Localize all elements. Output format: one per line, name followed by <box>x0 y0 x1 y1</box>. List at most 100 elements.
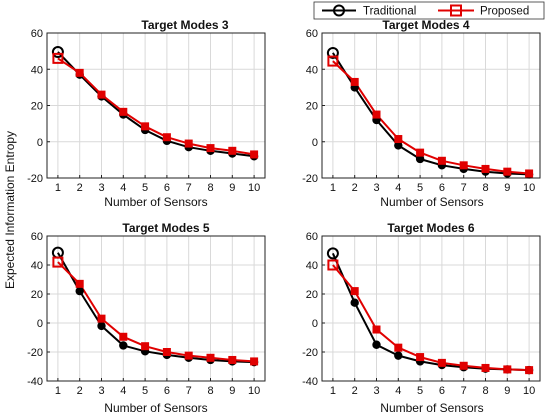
data-point-proposed <box>503 365 512 374</box>
x-tick-label: 5 <box>417 182 423 194</box>
data-point-proposed <box>327 259 339 271</box>
data-point-proposed <box>437 358 446 367</box>
data-point-proposed <box>416 353 425 362</box>
x-tick-label: 6 <box>439 385 445 397</box>
y-tick-label: 60 <box>306 28 318 40</box>
data-point-proposed <box>350 287 359 296</box>
y-tick-label: -40 <box>27 376 43 388</box>
x-tick-label: 6 <box>164 385 170 397</box>
data-point-proposed <box>525 366 534 375</box>
x-tick-label: 9 <box>229 385 235 397</box>
data-point-proposed <box>503 167 512 176</box>
data-point-proposed <box>228 355 237 364</box>
data-point-proposed <box>75 279 84 288</box>
plot-frame <box>46 235 266 382</box>
data-point-traditional <box>326 247 339 260</box>
chart-panel-3: 1 2 3 4 5 6 7 8 9 10 -40 -20 0 20 40 60 Target Modes 5 Nu… <box>27 221 266 415</box>
y-tick-label: 40 <box>31 260 43 272</box>
series-line-traditional <box>57 51 255 158</box>
x-tick-label: 1 <box>55 385 61 397</box>
data-point-proposed <box>97 90 106 99</box>
data-point-proposed <box>162 348 171 356</box>
y-tick-label: 0 <box>312 137 318 149</box>
x-tick-label: 10 <box>523 385 535 397</box>
series-line-proposed <box>57 261 255 363</box>
x-tick-label: 4 <box>395 385 401 397</box>
y-tick-label: 60 <box>306 231 318 243</box>
chart-title: Target Modes 5 <box>122 221 209 235</box>
data-point-proposed <box>372 325 381 334</box>
data-point-traditional <box>394 351 403 360</box>
x-tick-label: 4 <box>395 182 401 194</box>
chart-panel-2: 1 2 3 4 5 6 7 8 9 10 -20 0 20 40 60 Target Modes 4 Numbe… <box>302 18 541 209</box>
data-point-proposed <box>437 156 446 165</box>
x-tick-label: 2 <box>77 385 83 397</box>
x-tick-label: 1 <box>330 385 336 397</box>
plot-frame <box>321 235 541 382</box>
data-point-proposed <box>394 135 403 144</box>
y-axis-label: Expected Information Entropy <box>3 131 17 289</box>
x-tick-label: 7 <box>461 182 467 194</box>
x-tick-label: 10 <box>248 182 260 194</box>
x-tick-label: 7 <box>461 385 467 397</box>
y-tick-label: 40 <box>306 260 318 272</box>
y-tick-label: -20 <box>27 173 43 185</box>
data-point-traditional <box>415 154 425 164</box>
data-point-proposed <box>52 52 64 64</box>
data-point-proposed <box>206 353 215 362</box>
x-tick-label: 3 <box>98 182 104 194</box>
data-point-proposed <box>162 133 171 142</box>
x-tick-label: 8 <box>207 385 213 397</box>
data-point-proposed <box>228 146 237 155</box>
series-line-traditional <box>332 52 530 176</box>
x-tick-label: 8 <box>207 182 213 194</box>
data-point-proposed <box>119 107 128 116</box>
data-point-proposed <box>141 342 150 351</box>
data-point-proposed <box>184 139 193 148</box>
y-tick-label: -40 <box>302 376 318 388</box>
data-point-traditional <box>326 46 339 59</box>
x-tick-label: 8 <box>482 182 488 194</box>
data-point-traditional <box>350 298 359 307</box>
x-tick-label: 3 <box>373 182 379 194</box>
y-tick-label: 40 <box>31 64 43 76</box>
series-line-traditional <box>57 252 255 364</box>
y-tick-label: -20 <box>302 347 318 359</box>
data-point-proposed <box>119 332 128 341</box>
x-tick-label: 1 <box>55 182 61 194</box>
y-tick-label: 60 <box>31 28 43 40</box>
x-tick-label: 2 <box>352 182 358 194</box>
legend-label-traditional: Traditional <box>363 6 416 18</box>
data-point-proposed <box>250 357 259 366</box>
legend-label-proposed: Proposed <box>480 6 529 18</box>
series-line-proposed <box>332 60 530 175</box>
y-tick-label: 20 <box>31 289 43 301</box>
chart-panel-1: 1 2 3 4 5 6 7 8 9 10 -20 0 20 40 60 Target Modes 3 Numbe… <box>27 18 266 209</box>
x-tick-label: 2 <box>77 182 83 194</box>
data-point-proposed <box>525 169 534 178</box>
data-point-proposed <box>184 351 193 360</box>
y-tick-label: 60 <box>31 231 43 243</box>
chart-panel-4: 1 2 3 4 5 6 7 8 9 10 -40 -20 0 20 40 60 Target Modes 6 Nu… <box>302 221 541 415</box>
y-tick-label: 40 <box>306 64 318 76</box>
y-tick-label: 0 <box>312 318 318 330</box>
x-tick-label: 5 <box>142 182 148 194</box>
x-tick-label: 4 <box>120 385 126 397</box>
data-point-proposed <box>327 55 339 67</box>
data-point-proposed <box>416 148 425 157</box>
x-tick-label: 5 <box>142 385 148 397</box>
x-axis-label: Number of Sensors <box>104 401 207 415</box>
data-point-traditional <box>51 46 64 59</box>
legend-marker-proposed <box>450 4 462 17</box>
x-tick-label: 3 <box>98 385 104 397</box>
legend-box <box>313 1 545 20</box>
x-tick-label: 2 <box>352 385 358 397</box>
data-point-proposed <box>481 363 490 372</box>
data-point-proposed <box>481 164 490 173</box>
x-tick-label: 9 <box>504 182 510 194</box>
data-point-proposed <box>206 144 215 153</box>
x-tick-label: 5 <box>417 385 423 397</box>
x-tick-label: 10 <box>523 182 535 194</box>
